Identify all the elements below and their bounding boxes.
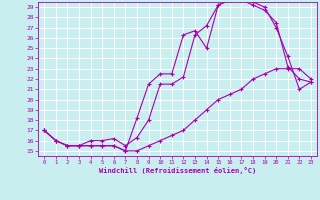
- X-axis label: Windchill (Refroidissement éolien,°C): Windchill (Refroidissement éolien,°C): [99, 167, 256, 174]
